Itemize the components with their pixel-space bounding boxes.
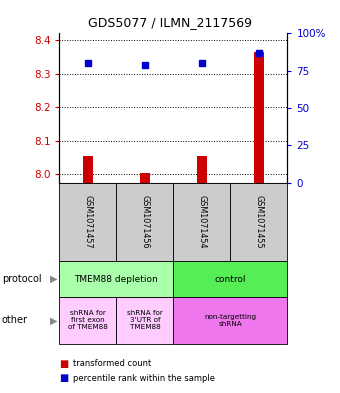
Text: percentile rank within the sample: percentile rank within the sample (73, 374, 215, 382)
Text: ■: ■ (59, 373, 69, 383)
Text: other: other (2, 315, 28, 325)
Text: ■: ■ (59, 358, 69, 369)
Text: GSM1071456: GSM1071456 (140, 195, 149, 249)
Bar (83, 156, 93, 183)
Text: GSM1071454: GSM1071454 (198, 195, 206, 249)
Text: non-targetting
shRNA: non-targetting shRNA (204, 314, 256, 327)
Text: GSM1071457: GSM1071457 (84, 195, 92, 249)
Text: protocol: protocol (2, 274, 41, 284)
Text: transformed count: transformed count (73, 359, 151, 368)
Bar (140, 173, 150, 183)
Text: GSM1071455: GSM1071455 (254, 195, 263, 249)
Text: ▶: ▶ (50, 315, 58, 325)
Bar (254, 52, 264, 183)
Text: control: control (215, 275, 246, 283)
Text: ▶: ▶ (50, 274, 58, 284)
Text: TMEM88 depletion: TMEM88 depletion (74, 275, 158, 283)
Bar (197, 156, 207, 183)
Text: shRNA for
first exon
of TMEM88: shRNA for first exon of TMEM88 (68, 310, 108, 330)
Text: shRNA for
3'UTR of
TMEM88: shRNA for 3'UTR of TMEM88 (127, 310, 163, 330)
Text: GDS5077 / ILMN_2117569: GDS5077 / ILMN_2117569 (88, 16, 252, 29)
